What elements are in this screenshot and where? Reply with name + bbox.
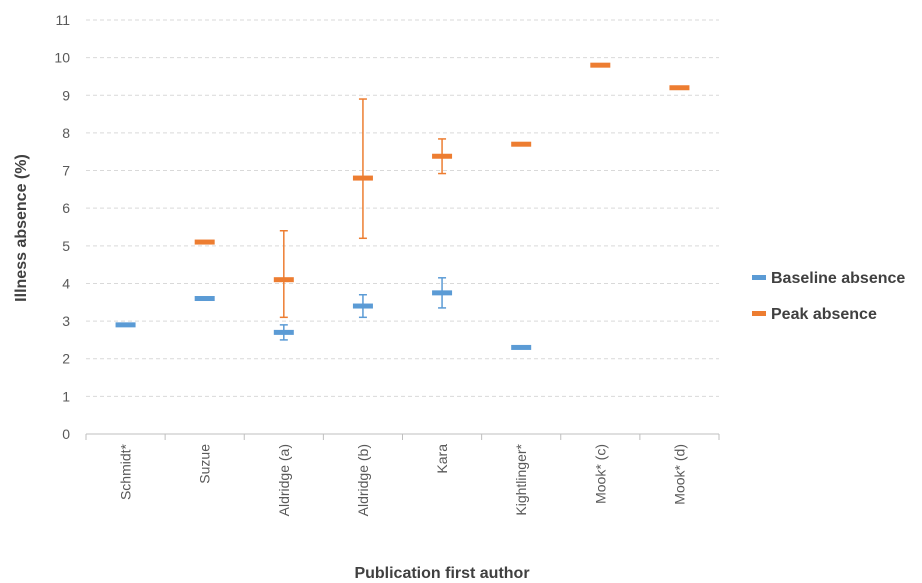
series-peak: [194, 62, 690, 319]
y-tick-label: 1: [62, 388, 70, 404]
data-point: [432, 153, 453, 159]
data-point: [590, 62, 611, 68]
x-tick-label: Kara: [434, 444, 450, 474]
x-tick-label: Suzue: [197, 444, 213, 484]
x-axis: [85, 433, 720, 440]
x-axis-title: Publication first author: [354, 565, 529, 582]
data-point: [511, 141, 532, 147]
data-point: [432, 290, 453, 296]
y-tick-labels: 0 1 2 3 4 5 6 7 8 9 10 11: [54, 12, 70, 442]
x-tick-labels: Schmidt* Suzue Aldridge (a) Aldridge (b) Kar…: [118, 443, 688, 516]
data-point: [273, 277, 294, 283]
data-point: [273, 329, 294, 335]
y-tick-label: 11: [55, 12, 70, 28]
y-tick-label: 6: [62, 200, 70, 216]
y-tick-label: 7: [62, 163, 70, 179]
legend-swatch: [752, 311, 766, 316]
data-point: [669, 85, 690, 91]
gridlines: [86, 19, 719, 397]
x-tick-label: Aldridge (a): [276, 444, 292, 516]
x-tick-label: Schmidt*: [118, 443, 134, 500]
y-tick-label: 3: [62, 313, 70, 329]
y-tick-label: 0: [62, 426, 70, 442]
legend-swatch: [752, 275, 766, 280]
y-tick-label: 9: [62, 87, 70, 103]
x-tick-label: Mook* (d): [671, 444, 687, 505]
y-tick-label: 2: [62, 351, 70, 367]
legend: Baseline absence Peak absence: [752, 270, 905, 323]
y-tick-label: 8: [62, 125, 70, 141]
x-tick-label: Aldridge (b): [355, 444, 371, 516]
data-marks: [115, 62, 690, 350]
y-tick-label: 4: [62, 275, 70, 291]
data-point: [194, 296, 215, 302]
data-point: [352, 303, 373, 309]
legend-label: Peak absence: [771, 306, 877, 323]
data-point: [115, 322, 136, 328]
data-point: [511, 344, 532, 350]
y-tick-label: 5: [62, 238, 70, 254]
data-point: [194, 239, 215, 245]
series-baseline: [115, 277, 532, 350]
y-tick-label: 10: [54, 50, 70, 66]
data-point: [352, 175, 373, 181]
y-axis-title: Illness absence (%): [13, 154, 30, 302]
legend-label: Baseline absence: [771, 270, 905, 287]
x-tick-label: Kightlinger*: [513, 443, 529, 515]
x-tick-label: Mook* (c): [592, 444, 608, 504]
